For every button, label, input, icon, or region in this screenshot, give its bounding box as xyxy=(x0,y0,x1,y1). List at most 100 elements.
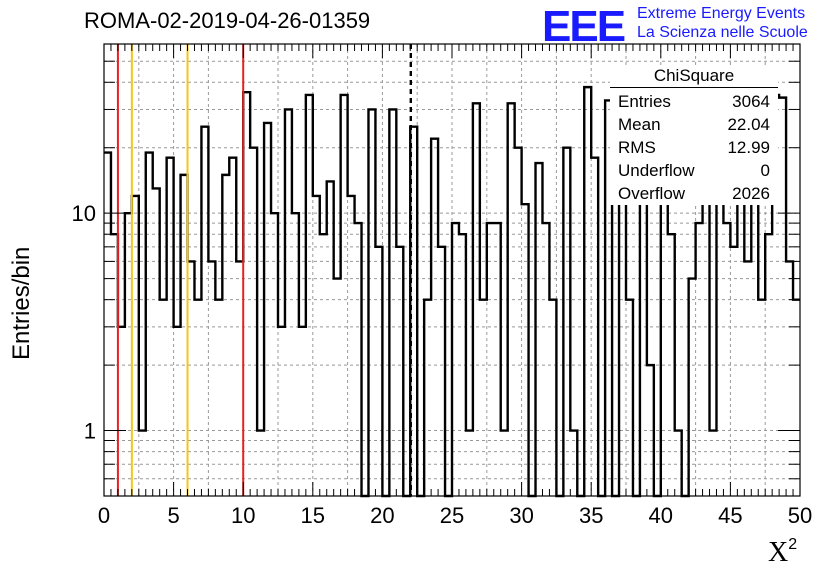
histogram-bin xyxy=(480,300,487,496)
histogram-bin xyxy=(765,234,772,496)
stats-label: Mean xyxy=(618,115,661,134)
x-tick-label: 30 xyxy=(509,503,533,528)
histogram-bin xyxy=(327,181,334,496)
stats-label: RMS xyxy=(618,138,656,157)
histogram-bin xyxy=(501,431,508,496)
stats-row: RMS 12.99 xyxy=(610,136,778,159)
histogram-bin xyxy=(306,95,313,496)
histogram-bin xyxy=(368,109,375,496)
chart-title: ROMA-02-2019-04-26-01359 xyxy=(84,8,371,33)
y-axis-label: Entries/bin xyxy=(8,246,35,360)
histogram-bin xyxy=(466,431,473,496)
histogram-bin xyxy=(522,204,529,496)
histogram-bin xyxy=(730,247,737,496)
histogram-bin xyxy=(396,247,403,496)
histogram-bin xyxy=(703,196,710,496)
stats-box: ChiSquare Entries 3064 Mean 22.04 RMS 12.99… xyxy=(610,66,778,205)
histogram-bin xyxy=(793,300,800,496)
x-tick-label: 15 xyxy=(301,503,325,528)
histogram-bin xyxy=(153,188,160,496)
x-tick-label: 25 xyxy=(440,503,464,528)
eee-logo: EEE xyxy=(542,2,626,51)
x-tick-label: 20 xyxy=(370,503,394,528)
histogram-bin xyxy=(647,365,654,496)
histogram-bin xyxy=(341,95,348,496)
histogram-bin xyxy=(536,163,543,496)
histogram-bin xyxy=(424,300,431,496)
histogram-bin xyxy=(452,223,459,496)
histogram-bin xyxy=(313,196,320,496)
histogram-bin xyxy=(250,148,257,496)
histogram-bin xyxy=(751,196,758,496)
histogram-bin xyxy=(285,109,292,496)
histogram-bin xyxy=(570,431,577,496)
histogram-bin xyxy=(160,300,167,496)
histogram-bin xyxy=(723,223,730,496)
histogram-bin xyxy=(661,196,668,496)
histogram-bin xyxy=(779,98,786,496)
histogram-bin xyxy=(104,153,111,496)
histogram-bin xyxy=(188,261,195,496)
histogram-bin xyxy=(271,213,278,496)
histogram-bin xyxy=(215,300,222,496)
histogram-bin xyxy=(438,247,445,496)
histogram-bin xyxy=(292,213,299,496)
x-axis-label: X2 xyxy=(768,536,797,569)
histogram-bin xyxy=(591,158,598,496)
stats-value: 3064 xyxy=(732,92,770,111)
stats-label: Overflow xyxy=(618,184,686,203)
histogram-bin xyxy=(236,261,243,496)
histogram-bin xyxy=(689,279,696,496)
logo-caption: Extreme Energy Events La Scienza nelle S… xyxy=(637,4,808,42)
histogram-bin xyxy=(389,109,396,496)
histogram-bin xyxy=(668,234,675,496)
histogram-bin xyxy=(710,431,717,496)
stats-value: 12.99 xyxy=(727,138,770,157)
histogram-bin xyxy=(146,153,153,496)
stats-label: Entries xyxy=(618,92,671,111)
histogram-bin xyxy=(201,127,208,496)
x-tick-label: 40 xyxy=(649,503,673,528)
histogram-bin xyxy=(549,300,556,496)
y-tick-label: 10 xyxy=(72,201,96,226)
histogram-bin xyxy=(118,327,125,496)
histogram-bin xyxy=(494,223,501,496)
x-axis-label-superscript: 2 xyxy=(788,536,798,553)
x-tick-label: 0 xyxy=(98,503,110,528)
histogram-bin xyxy=(167,158,174,496)
histogram-bin xyxy=(334,279,341,496)
x-tick-label: 50 xyxy=(788,503,812,528)
histogram-bin xyxy=(487,223,494,496)
histogram-bin xyxy=(174,327,181,496)
histogram-bin xyxy=(243,92,250,496)
histogram-bin xyxy=(626,300,633,496)
histogram-bin xyxy=(563,148,570,496)
histogram-bin xyxy=(194,300,201,496)
histogram-bin xyxy=(786,261,793,496)
histogram-bin xyxy=(459,234,466,496)
x-tick-label: 35 xyxy=(579,503,603,528)
histogram-bin xyxy=(264,123,271,496)
histogram-bin xyxy=(508,103,515,496)
histogram-bin xyxy=(758,300,765,496)
histogram-bin xyxy=(640,196,647,496)
histogram-bin xyxy=(132,196,139,496)
histogram-bin xyxy=(584,87,591,496)
logo-caption-line1: Extreme Energy Events xyxy=(637,5,806,22)
histogram-bin xyxy=(744,261,751,496)
histogram-bin xyxy=(375,247,382,496)
histogram-bin xyxy=(348,196,355,496)
histogram-bin xyxy=(181,175,188,496)
histogram-bin xyxy=(139,431,146,496)
x-tick-label: 10 xyxy=(231,503,255,528)
histogram-bin xyxy=(515,148,522,496)
stats-label: Underflow xyxy=(618,161,695,180)
stats-row: Overflow 2026 xyxy=(610,182,778,205)
stats-row: Mean 22.04 xyxy=(610,113,778,136)
stats-row: Underflow 0 xyxy=(610,159,778,182)
x-tick-label: 45 xyxy=(718,503,742,528)
histogram-bin xyxy=(125,213,132,496)
logo-caption-line2: La Scienza nelle Scuole xyxy=(637,24,808,41)
stats-title: ChiSquare xyxy=(610,66,778,88)
